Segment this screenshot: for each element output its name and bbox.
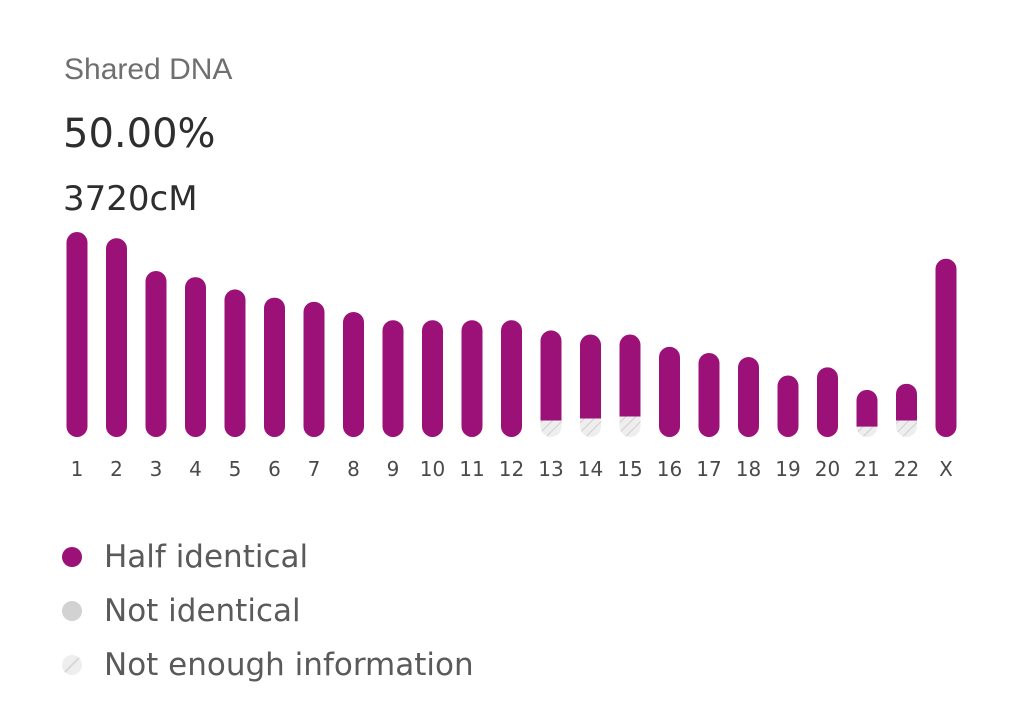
shared-percent-value: 50.00% <box>63 111 216 157</box>
bar-half-identical-22 <box>896 383 917 421</box>
x-tick-label: 10 <box>420 457 445 481</box>
bar-half-identical-13 <box>540 330 562 421</box>
bar-chromosome-X <box>935 258 957 437</box>
bar-chromosome-10 <box>422 320 443 437</box>
x-tick-label: 21 <box>854 457 879 481</box>
bar-half-identical-2 <box>106 238 127 437</box>
x-tick-label: 11 <box>459 457 484 481</box>
bar-chromosome-14 <box>580 334 601 437</box>
x-tick-label: 14 <box>578 457 603 481</box>
bar-chromosome-20 <box>817 367 838 437</box>
x-tick-label: 6 <box>268 457 281 481</box>
bar-chromosome-3 <box>145 270 167 437</box>
bar-chromosome-8 <box>343 311 364 437</box>
bar-half-identical-7 <box>303 301 325 437</box>
bar-half-identical-17 <box>698 352 720 437</box>
x-tick-label: 22 <box>894 457 919 481</box>
x-tick-label: 17 <box>696 457 721 481</box>
bar-not-enough-info-13 <box>540 420 562 437</box>
bar-chromosome-19 <box>777 375 799 437</box>
bar-half-identical-X <box>935 258 957 437</box>
bar-not-enough-info-14 <box>580 418 601 437</box>
bar-chromosome-13 <box>540 330 562 437</box>
bar-half-identical-18 <box>738 357 759 437</box>
bar-half-identical-9 <box>382 320 404 437</box>
x-tick-label: 20 <box>815 457 840 481</box>
bar-not-enough-info-21 <box>856 426 878 437</box>
bar-chromosome-17 <box>698 352 720 437</box>
bar-half-identical-19 <box>777 375 799 437</box>
bar-half-identical-5 <box>224 289 246 437</box>
x-tick-label: 15 <box>617 457 642 481</box>
x-tick-label: 8 <box>347 457 360 481</box>
chromosome-bar-chart: 1 2 3 4 5 6 7 8 9 10 11 12 13 14 15 16 17 18 19 20 21 22 X <box>66 232 957 481</box>
bar-not-enough-info-22 <box>896 420 917 437</box>
x-tick-label: 3 <box>150 457 163 481</box>
bar-half-identical-8 <box>343 311 364 437</box>
bar-chromosome-22 <box>896 383 917 437</box>
bar-chromosome-5 <box>224 289 246 437</box>
legend-label: Not identical <box>104 593 301 629</box>
bar-half-identical-11 <box>461 320 483 437</box>
bar-chromosome-7 <box>303 301 325 437</box>
bar-chromosome-18 <box>738 357 759 437</box>
bars-group <box>66 232 957 437</box>
x-tick-label: 13 <box>538 457 563 481</box>
bar-half-identical-3 <box>145 270 167 437</box>
bar-chromosome-16 <box>659 346 680 437</box>
not-enough-information-dot-icon <box>62 655 82 675</box>
x-tick-label: 4 <box>189 457 202 481</box>
bar-half-identical-1 <box>66 232 88 437</box>
x-tick-label: X <box>939 457 953 481</box>
bar-half-identical-4 <box>185 277 206 437</box>
x-tick-label: 9 <box>387 457 400 481</box>
legend-label: Half identical <box>104 539 309 575</box>
x-tick-label: 2 <box>110 457 123 481</box>
legend: Half identical Not identical Not enough … <box>62 530 474 692</box>
bar-chromosome-11 <box>461 320 483 437</box>
x-tick-label: 5 <box>229 457 242 481</box>
shared-cm-value: 3720cM <box>63 179 198 219</box>
bar-half-identical-21 <box>856 389 878 427</box>
bar-chromosome-15 <box>619 334 641 437</box>
legend-item-not-identical: Not identical <box>62 584 474 638</box>
legend-label: Not enough information <box>104 647 474 683</box>
not-identical-dot-icon <box>62 601 82 621</box>
bar-chromosome-1 <box>66 232 88 437</box>
bar-chromosome-4 <box>185 277 206 437</box>
bar-half-identical-16 <box>659 346 680 437</box>
legend-item-not-enough-information: Not enough information <box>62 638 474 692</box>
bar-half-identical-14 <box>580 334 601 419</box>
bar-half-identical-15 <box>619 334 641 417</box>
bar-chromosome-2 <box>106 238 127 437</box>
bar-chromosome-21 <box>856 389 878 437</box>
bar-half-identical-20 <box>817 367 838 437</box>
bar-chromosome-9 <box>382 320 404 437</box>
half-identical-dot-icon <box>62 547 82 567</box>
shared-dna-label: Shared DNA <box>64 53 233 86</box>
x-tick-label: 19 <box>775 457 800 481</box>
bar-half-identical-10 <box>422 320 443 437</box>
bar-not-enough-info-15 <box>619 416 641 437</box>
bar-chromosome-6 <box>264 297 285 437</box>
bar-chromosome-12 <box>501 320 522 437</box>
x-tick-label: 1 <box>71 457 84 481</box>
x-tick-labels: 1 2 3 4 5 6 7 8 9 10 11 12 13 14 15 16 17 18 19 20 21 22 X <box>71 457 954 481</box>
x-tick-label: 16 <box>657 457 682 481</box>
bar-half-identical-12 <box>501 320 522 437</box>
bar-half-identical-6 <box>264 297 285 437</box>
x-tick-label: 12 <box>499 457 524 481</box>
x-tick-label: 7 <box>308 457 321 481</box>
legend-item-half-identical: Half identical <box>62 530 474 584</box>
x-tick-label: 18 <box>736 457 761 481</box>
